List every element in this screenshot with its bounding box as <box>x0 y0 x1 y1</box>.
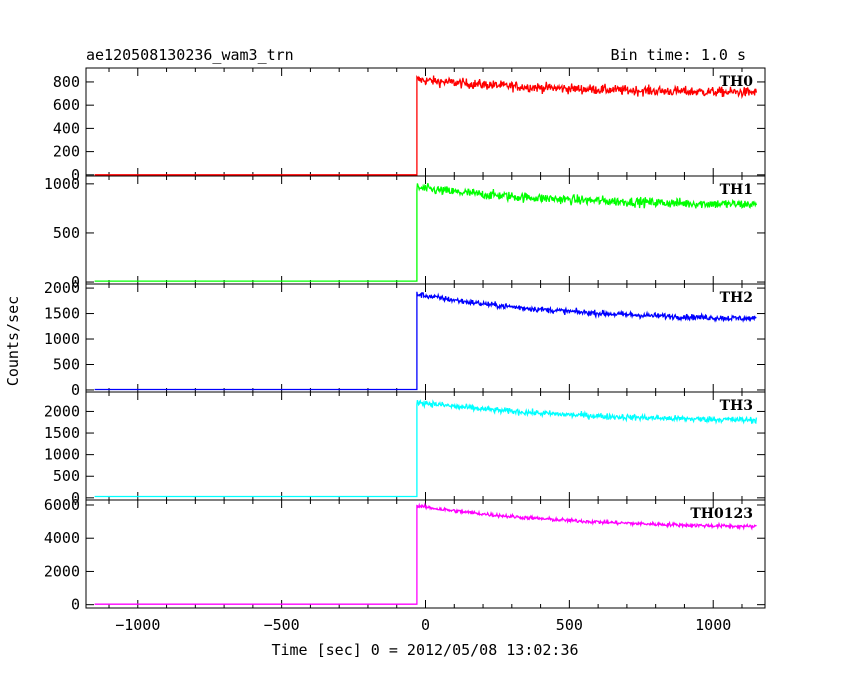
y-tick-label: 1500 <box>44 424 80 442</box>
panel-th0123: 0 2000 4000 6000 TH0123 <box>44 496 766 614</box>
y-tick-label: 500 <box>53 467 80 485</box>
x-tick-label: 500 <box>556 616 583 634</box>
y-tick-label: 1000 <box>44 175 80 193</box>
y-tick-label: 0 <box>71 273 80 291</box>
y-tick-label: 1000 <box>44 446 80 464</box>
x-tick-label: 0 <box>421 616 430 634</box>
x-axis: −1000 −500 0 500 1000 <box>115 616 731 634</box>
bin-time-label: Bin time: 1.0 s <box>611 46 746 64</box>
panel-frame <box>85 283 766 393</box>
series-line-th3 <box>94 399 758 498</box>
y-axis-label: Counts/sec <box>4 296 22 386</box>
y-tick-label: 6000 <box>44 496 80 514</box>
series-line-th0123 <box>94 502 757 605</box>
series-line-th2 <box>94 291 757 391</box>
y-tick-label: 600 <box>53 96 80 114</box>
y-tick-label: 800 <box>53 73 80 91</box>
y-tick-label: 2000 <box>44 279 80 297</box>
y-tick-label: 0 <box>71 381 80 399</box>
y-tick-label: 2000 <box>44 562 80 580</box>
y-tick-label: 0 <box>71 596 80 614</box>
x-tick-label: 1000 <box>695 616 731 634</box>
x-tick-label: −500 <box>264 616 300 634</box>
y-tick-label: 0 <box>71 166 80 184</box>
x-axis-label: Time [sec] 0 = 2012/05/08 13:02:36 <box>271 641 578 659</box>
panel-name-label: TH0123 <box>690 506 753 522</box>
y-tick-label: 0 <box>71 489 80 507</box>
panel-name-label: TH1 <box>720 182 753 198</box>
panel-th2: 0 500 1000 1500 2000 TH2 <box>44 279 766 399</box>
panel-name-label: TH2 <box>720 290 753 306</box>
y-tick-label: 500 <box>53 355 80 373</box>
panel-frame <box>85 391 766 501</box>
y-tick-label: 4000 <box>44 529 80 547</box>
chart-title: ae120508130236_wam3_trn <box>86 46 294 64</box>
series-line-th1 <box>94 183 758 282</box>
panels-group: 0 200 400 600 800 TH0 0 500 1000 TH1 0 500 1000 1500 2… <box>44 67 766 614</box>
y-tick-label: 1000 <box>44 330 80 348</box>
y-tick-label: 500 <box>53 224 80 242</box>
series-line-th0 <box>94 74 758 176</box>
y-tick-label: 400 <box>53 119 80 137</box>
panel-frame <box>85 175 766 285</box>
panel-th1: 0 500 1000 TH1 <box>44 175 766 291</box>
panel-name-label: TH3 <box>720 398 753 414</box>
panel-th0: 0 200 400 600 800 TH0 <box>53 67 766 184</box>
panel-name-label: TH0 <box>720 74 754 90</box>
y-tick-label: 2000 <box>44 402 80 420</box>
y-tick-label: 1500 <box>44 305 80 323</box>
panel-frame <box>85 499 766 609</box>
x-tick-label: −1000 <box>115 616 160 634</box>
y-tick-label: 200 <box>53 143 80 161</box>
panel-th3: 0 500 1000 1500 2000 TH3 <box>44 391 766 507</box>
